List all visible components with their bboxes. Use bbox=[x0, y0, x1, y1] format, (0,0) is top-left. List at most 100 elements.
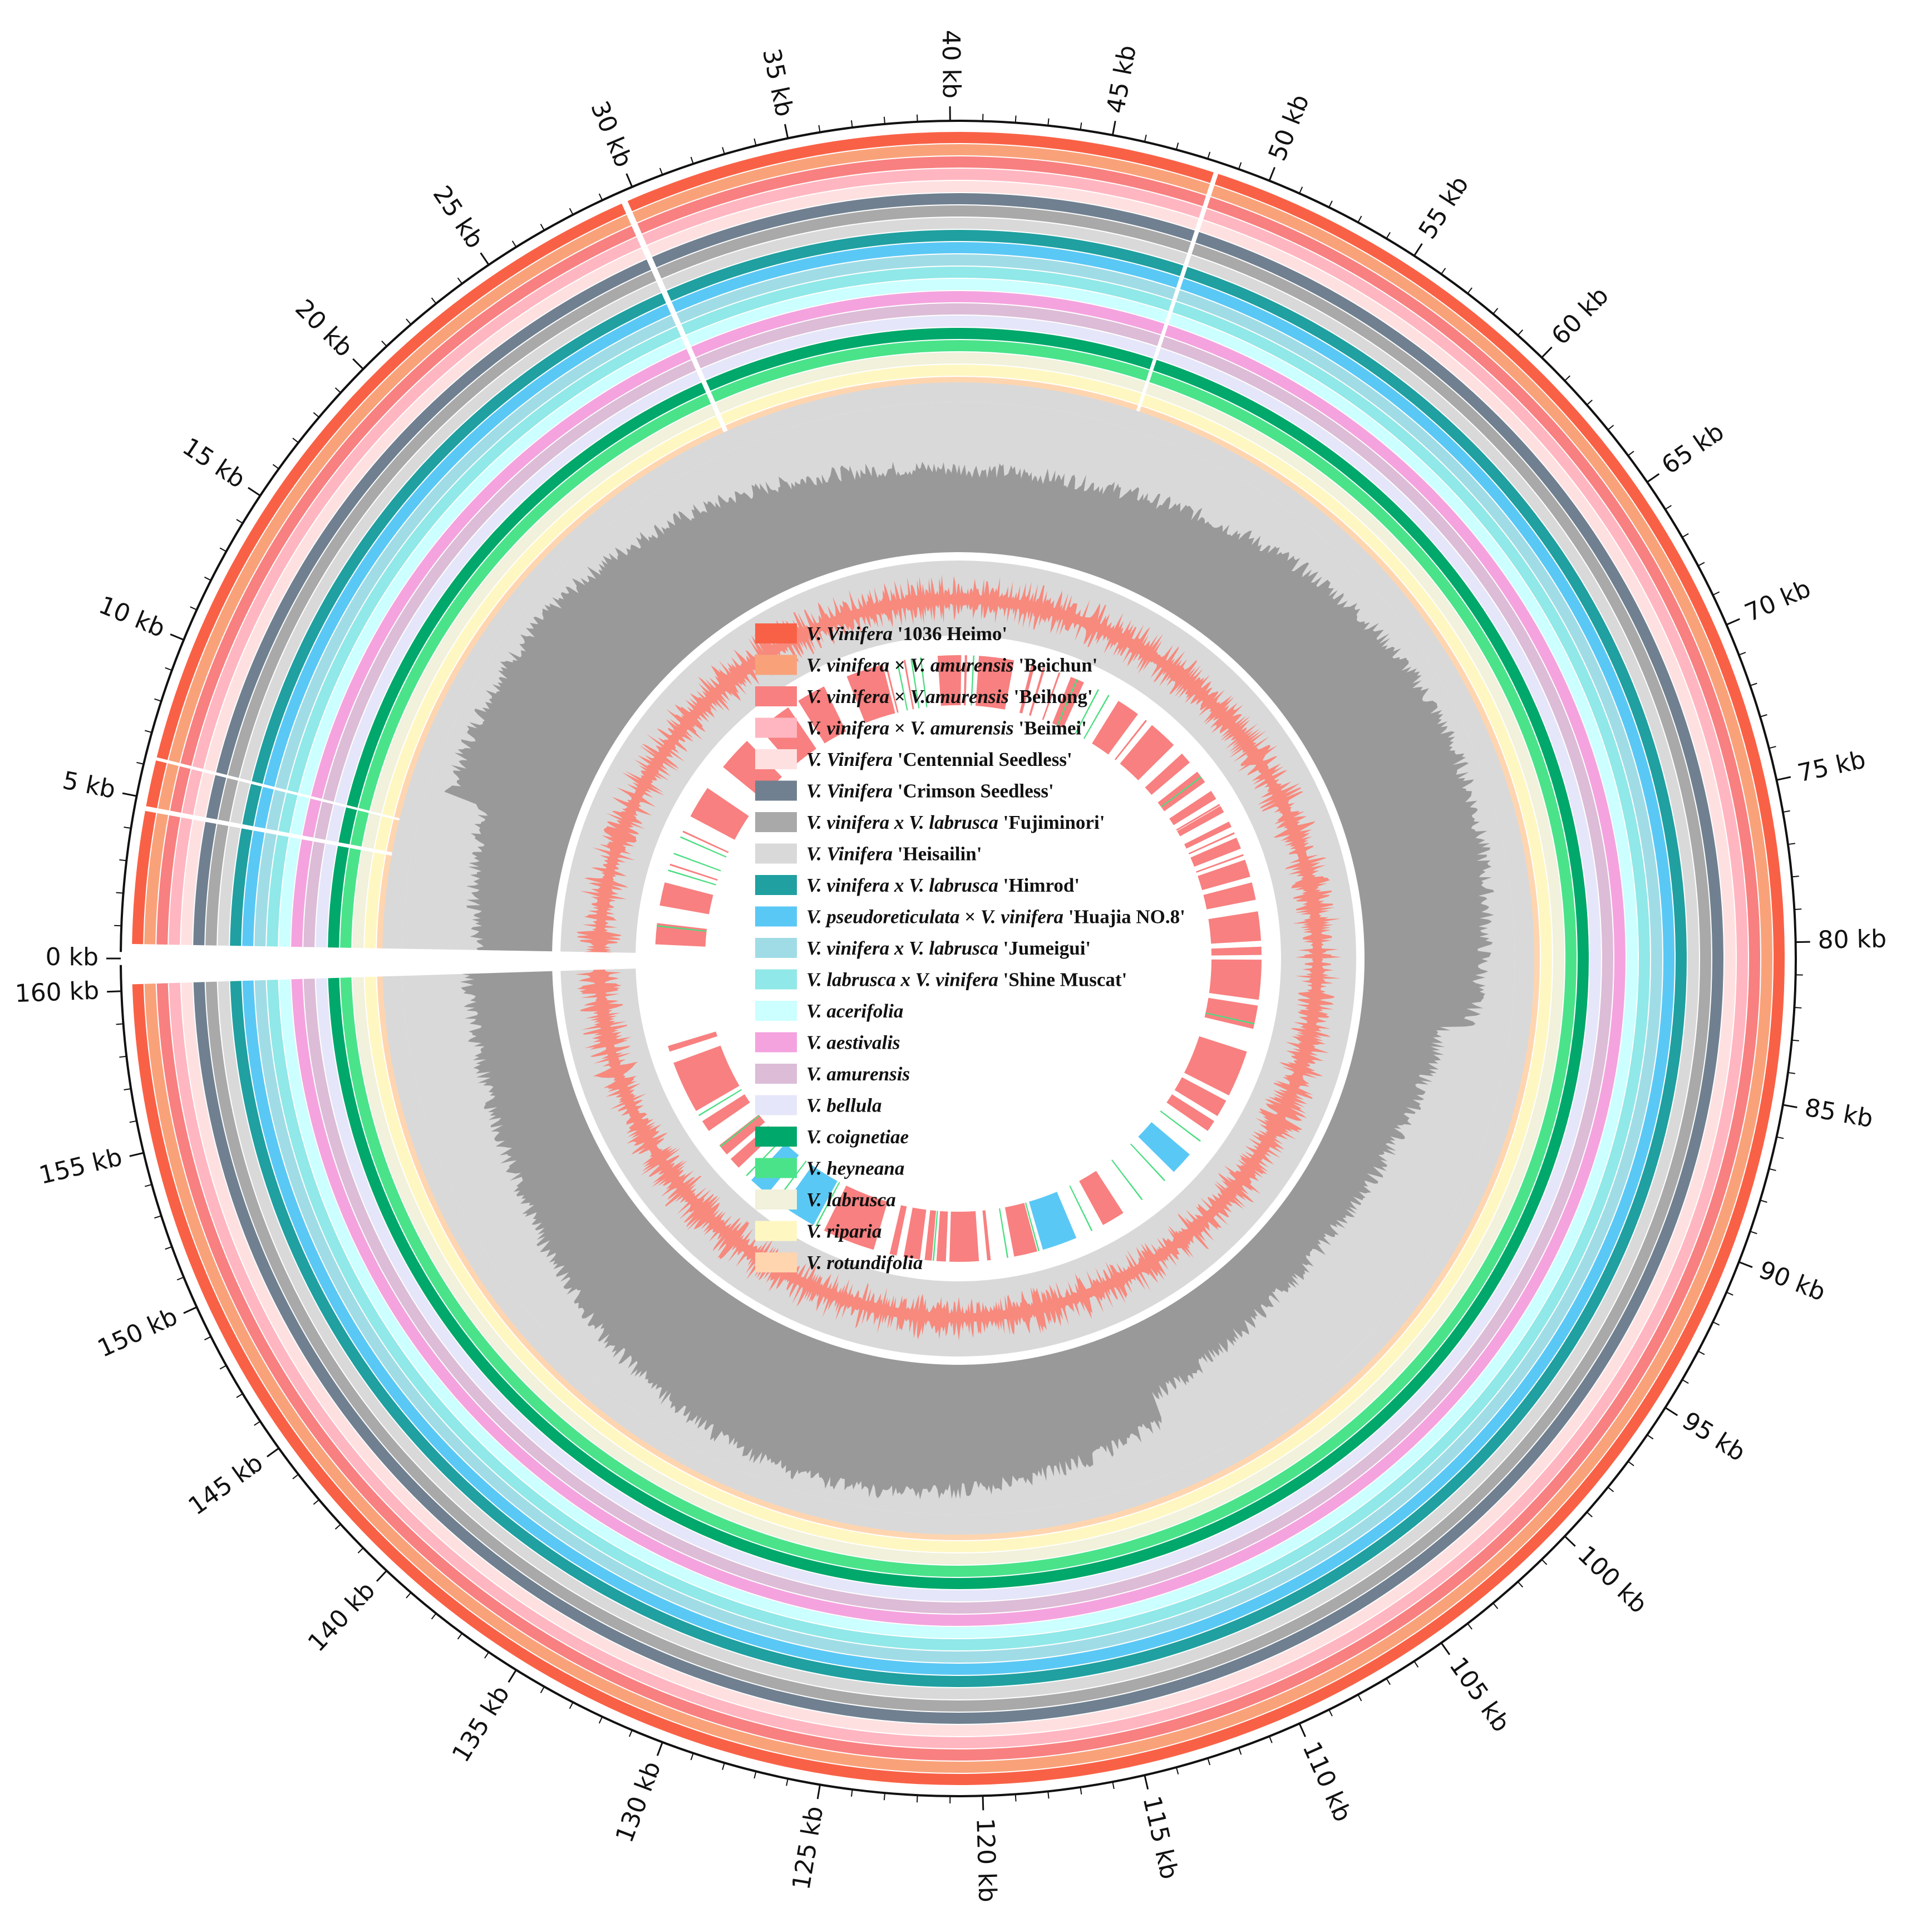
minor-tick bbox=[1682, 1380, 1688, 1384]
legend-label: V. labrusca x V. vinifera 'Shine Muscat' bbox=[806, 969, 1127, 991]
minor-tick bbox=[458, 278, 462, 283]
minor-tick bbox=[136, 763, 144, 764]
legend-label: V. rotundifolia bbox=[806, 1252, 923, 1274]
minor-tick bbox=[1080, 1787, 1081, 1795]
major-tick bbox=[1542, 347, 1552, 358]
minor-tick bbox=[1794, 1007, 1801, 1008]
minor-tick bbox=[124, 827, 131, 828]
minor-tick bbox=[570, 208, 573, 215]
minor-tick bbox=[237, 1394, 243, 1398]
minor-tick bbox=[1760, 715, 1767, 717]
minor-tick bbox=[1565, 376, 1570, 381]
minor-tick bbox=[1358, 1695, 1361, 1701]
minor-tick bbox=[884, 117, 885, 124]
minor-tick bbox=[884, 1793, 885, 1800]
minor-tick bbox=[1628, 451, 1634, 456]
minor-tick bbox=[1386, 232, 1390, 238]
minor-tick bbox=[273, 465, 279, 469]
scale-label: 50 kb bbox=[1263, 91, 1315, 165]
minor-tick bbox=[204, 577, 211, 581]
minor-tick bbox=[204, 1336, 211, 1340]
gene-block bbox=[1092, 701, 1138, 754]
major-tick bbox=[1565, 1536, 1575, 1546]
minor-tick bbox=[513, 241, 516, 247]
minor-tick bbox=[917, 115, 918, 122]
minor-tick bbox=[1682, 534, 1688, 538]
trna-mark bbox=[1111, 1159, 1142, 1200]
scale-label: 15 kb bbox=[178, 432, 250, 494]
rrna-block bbox=[1138, 1122, 1190, 1172]
minor-tick bbox=[1608, 425, 1613, 430]
major-tick bbox=[1726, 619, 1740, 625]
legend-swatch bbox=[755, 1095, 797, 1115]
minor-tick bbox=[1587, 1512, 1592, 1517]
minor-tick bbox=[165, 668, 172, 670]
scale-label: 120 kb bbox=[971, 1818, 1001, 1903]
minor-tick bbox=[1726, 1292, 1733, 1295]
minor-tick bbox=[1647, 1435, 1653, 1439]
legend-swatch bbox=[755, 718, 797, 738]
legend-label: V. coignetiae bbox=[806, 1126, 909, 1148]
minor-tick bbox=[1386, 1678, 1390, 1684]
minor-tick bbox=[336, 388, 341, 393]
legend-label: V. vinifera x V. labrusca 'Jumeigui' bbox=[806, 937, 1091, 959]
gene-block bbox=[949, 1211, 979, 1262]
legend-swatch bbox=[755, 938, 797, 958]
major-tick bbox=[1647, 474, 1659, 482]
minor-tick bbox=[1239, 163, 1241, 169]
minor-tick bbox=[1518, 330, 1523, 336]
minor-tick bbox=[1208, 1758, 1210, 1765]
legend-swatch bbox=[755, 1158, 797, 1178]
scale-label: 85 kb bbox=[1802, 1093, 1875, 1133]
minor-tick bbox=[1358, 216, 1361, 222]
legend-swatch bbox=[755, 1252, 797, 1272]
minor-tick bbox=[541, 224, 544, 230]
legend-label: V. acerifolia bbox=[806, 1000, 903, 1022]
minor-tick bbox=[165, 1247, 172, 1249]
scale-label: 20 kb bbox=[289, 294, 358, 362]
legend-swatch bbox=[755, 1033, 797, 1053]
scale-label: 65 kb bbox=[1657, 417, 1729, 480]
minor-tick bbox=[1750, 684, 1757, 686]
minor-tick bbox=[1698, 563, 1704, 566]
legend-label: V. riparia bbox=[806, 1221, 882, 1242]
minor-tick bbox=[145, 1184, 152, 1187]
minor-tick bbox=[1788, 1073, 1795, 1074]
minor-tick bbox=[432, 298, 436, 303]
legend-swatch bbox=[755, 655, 797, 675]
minor-tick bbox=[358, 1548, 363, 1553]
minor-tick bbox=[754, 139, 756, 146]
major-tick bbox=[1269, 168, 1275, 181]
legend-swatch bbox=[755, 1189, 797, 1210]
minor-tick bbox=[722, 1763, 725, 1769]
legend-label: V. Vinifera 'Crimson Seedless' bbox=[806, 780, 1054, 802]
minor-tick bbox=[145, 730, 152, 733]
minor-tick bbox=[570, 1702, 573, 1709]
scale-label: 80 kb bbox=[1818, 925, 1887, 954]
major-tick bbox=[248, 488, 260, 495]
scale-label: 150 kb bbox=[93, 1302, 182, 1363]
minor-tick bbox=[1608, 1487, 1613, 1492]
minor-tick bbox=[1493, 1603, 1498, 1609]
legend-label: V. amurensis bbox=[806, 1063, 910, 1085]
minor-tick bbox=[819, 125, 820, 132]
major-tick bbox=[1665, 1408, 1677, 1415]
major-tick bbox=[1441, 1643, 1450, 1655]
legend-label: V. vinifera × V. amurensis 'Beimei' bbox=[806, 717, 1087, 739]
gene-block bbox=[1205, 998, 1258, 1029]
legend-swatch bbox=[755, 781, 797, 801]
legend-swatch bbox=[755, 907, 797, 927]
scale-label: 55 kb bbox=[1413, 171, 1475, 244]
minor-tick bbox=[1112, 1782, 1114, 1789]
minor-tick bbox=[119, 1056, 126, 1058]
minor-tick bbox=[1628, 1462, 1634, 1466]
major-tick bbox=[122, 793, 137, 796]
major-tick bbox=[353, 359, 363, 369]
scale-label: 95 kb bbox=[1677, 1407, 1751, 1467]
minor-tick bbox=[1145, 135, 1146, 142]
scale-label: 45 kb bbox=[1101, 43, 1142, 116]
scale-label: 10 kb bbox=[95, 591, 169, 643]
legend-swatch bbox=[755, 812, 797, 832]
scale-label: 75 kb bbox=[1795, 745, 1868, 788]
